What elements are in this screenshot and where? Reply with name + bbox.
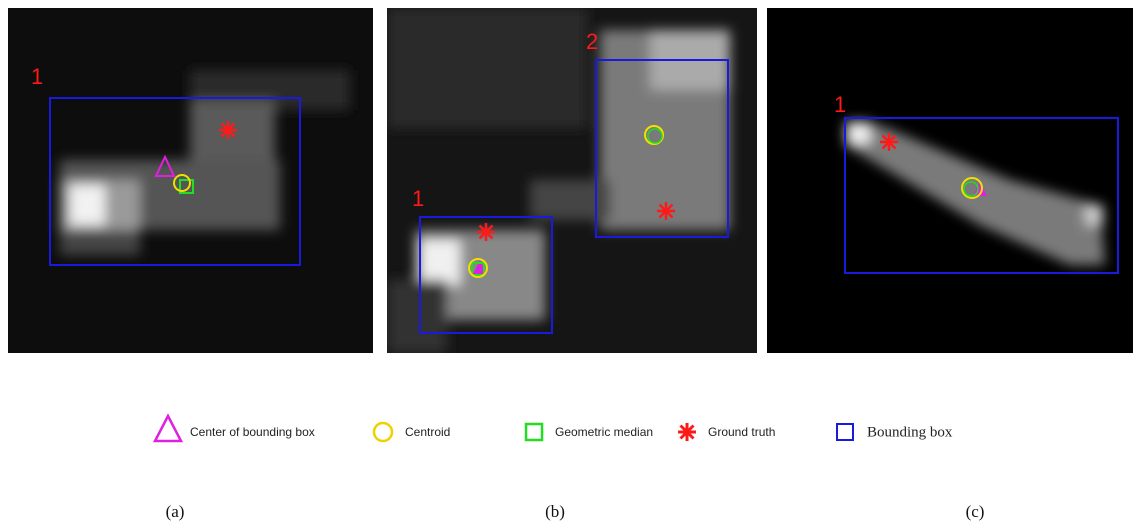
panel-b: 1 2 — [387, 8, 757, 353]
panel-a: 1 — [8, 8, 373, 353]
ground-truth — [657, 202, 675, 220]
panel-caption: (a) — [166, 502, 185, 521]
legend-label: Geometric median — [555, 425, 653, 439]
legend-symbol — [526, 424, 542, 440]
figure: 1 1 2 — [0, 0, 1133, 525]
panel-c: 1 — [767, 8, 1133, 353]
legend-label: Centroid — [405, 425, 450, 439]
legend-symbol — [155, 416, 181, 441]
legend-symbol — [678, 423, 696, 441]
legend-symbol — [374, 423, 392, 441]
object-label: 1 — [412, 186, 424, 211]
object-label: 2 — [586, 29, 598, 54]
object-label: 1 — [834, 92, 846, 117]
panel-caption: (b) — [545, 502, 565, 521]
legend-label: Center of bounding box — [190, 425, 315, 439]
ground-truth — [477, 223, 495, 241]
panel-caption: (c) — [966, 502, 985, 521]
legend-label: Ground truth — [708, 425, 775, 439]
object-label: 1 — [31, 64, 43, 89]
legend: Center of bounding box Centroid Geometri… — [155, 416, 953, 441]
ground-truth — [880, 133, 898, 151]
ground-truth — [219, 121, 237, 139]
page: {"panels": [ {"caption": "(a)", "objects… — [0, 0, 1133, 525]
legend-label: Bounding box — [867, 424, 953, 440]
legend-symbol — [837, 424, 853, 440]
